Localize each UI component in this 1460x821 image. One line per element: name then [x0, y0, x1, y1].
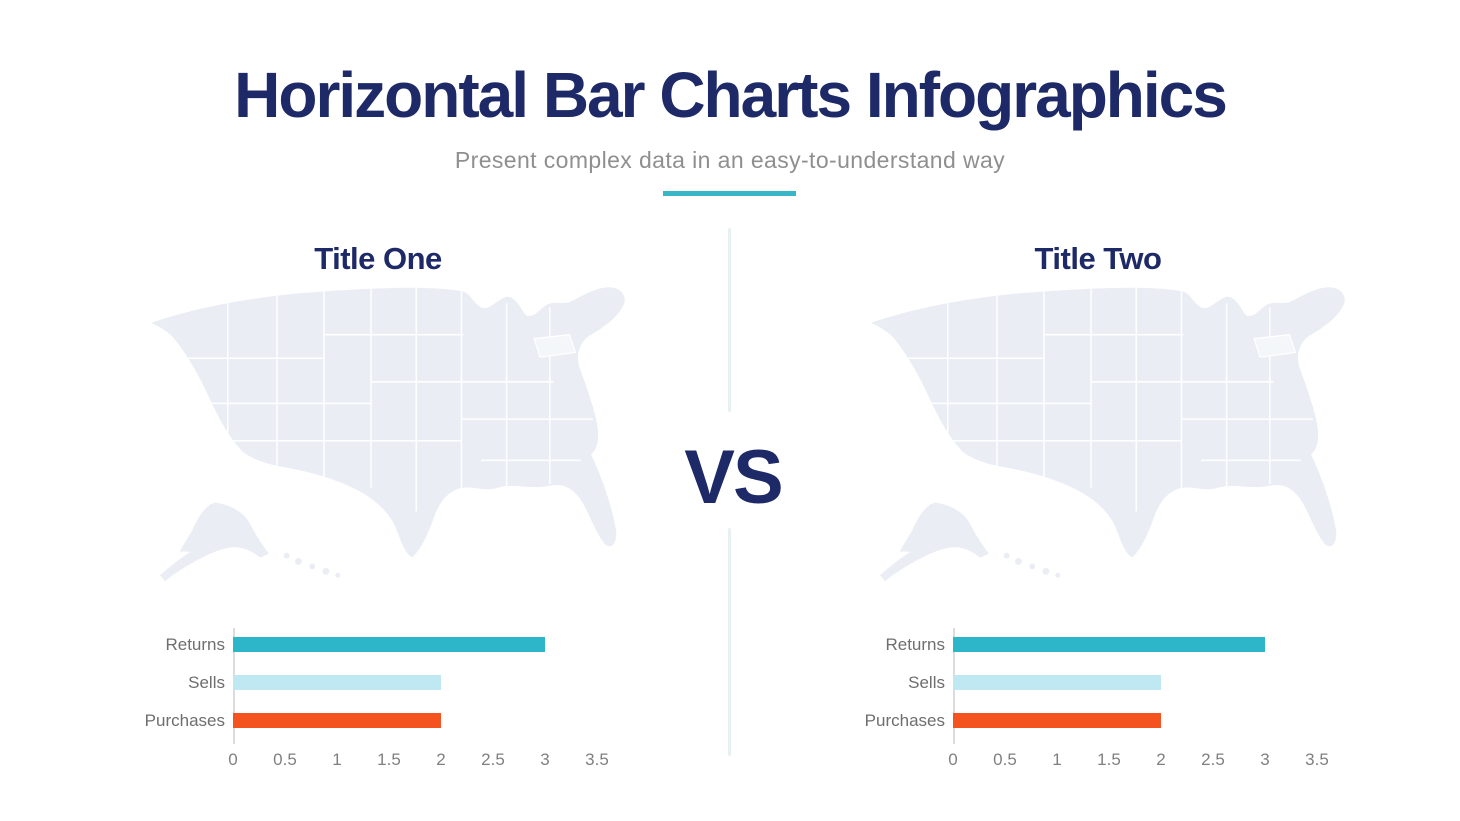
x-tick-label: 1.5 [377, 750, 401, 769]
bar-row-returns: Returns [120, 634, 640, 654]
x-tick-label: 2 [1156, 750, 1166, 769]
accent-underline [663, 191, 796, 196]
bar-chart-left: Returns Sells Purchases 0 0.5 1 1.5 2 2.5 3 3.5 [120, 626, 640, 796]
bar-sells [233, 675, 441, 690]
x-tick-label: 0 [948, 750, 958, 769]
x-tick-label: 2.5 [1201, 750, 1225, 769]
bar-returns [233, 637, 545, 652]
bar-row-returns: Returns [840, 634, 1360, 654]
page-title: Horizontal Bar Charts Infographics [234, 59, 1228, 131]
x-tick-label: 0.5 [273, 750, 297, 769]
x-tick-label: 1 [332, 750, 342, 769]
bar-row-sells: Sells [840, 672, 1360, 692]
category-label: Purchases [864, 710, 945, 730]
x-tick-label: 1.5 [1097, 750, 1121, 769]
vertical-divider-bottom [728, 528, 731, 756]
panel-title-one: Title One [314, 241, 442, 276]
category-label: Purchases [144, 710, 225, 730]
bar-row-sells: Sells [120, 672, 640, 692]
x-tick-label: 3 [540, 750, 550, 769]
vertical-divider-top [728, 228, 731, 412]
bar-returns [953, 637, 1265, 652]
usa-map-left [118, 264, 636, 588]
page-subtitle: Present complex data in an easy-to-under… [454, 147, 1006, 173]
x-tick-label: 3.5 [585, 750, 609, 769]
x-tick-label: 2 [436, 750, 446, 769]
bar-sells [953, 675, 1161, 690]
bar-row-purchases: Purchases [840, 710, 1360, 730]
bar-chart-right: Returns Sells Purchases 0 0.5 1 1.5 2 2.5 3 3.5 [840, 626, 1360, 796]
bar-purchases [233, 713, 441, 728]
vs-label: VS [684, 435, 783, 520]
x-tick-label: 1 [1052, 750, 1062, 769]
x-tick-label: 0 [228, 750, 238, 769]
usa-map-right [838, 264, 1356, 588]
bar-row-purchases: Purchases [120, 710, 640, 730]
x-tick-label: 2.5 [481, 750, 505, 769]
x-tick-label: 0.5 [993, 750, 1017, 769]
panel-title-two: Title Two [1034, 241, 1162, 276]
x-tick-label: 3.5 [1305, 750, 1329, 769]
category-label: Sells [188, 672, 225, 692]
x-tick-label: 3 [1260, 750, 1270, 769]
bar-purchases [953, 713, 1161, 728]
category-label: Returns [885, 634, 945, 654]
category-label: Returns [165, 634, 225, 654]
category-label: Sells [908, 672, 945, 692]
